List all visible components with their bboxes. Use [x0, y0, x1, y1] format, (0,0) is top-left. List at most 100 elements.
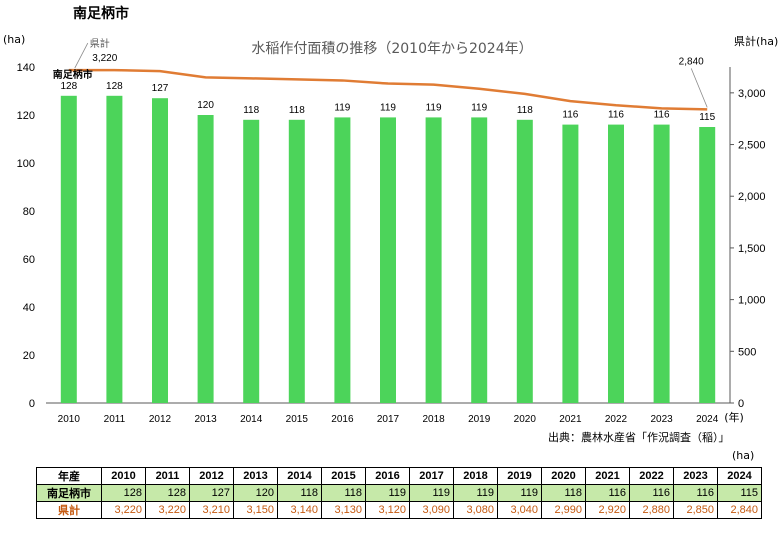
right-axis-tick-label: 0 — [738, 398, 744, 410]
x-axis-tick-label: 2017 — [377, 414, 400, 425]
table-cell: 116 — [585, 484, 630, 502]
table-cell: 119 — [497, 484, 542, 502]
bar — [380, 117, 396, 404]
table-cell: 3,150 — [233, 501, 278, 519]
left-axis-tick-label: 120 — [17, 110, 35, 122]
page-title: 南足柄市 — [73, 6, 129, 22]
table-year-header: 2013 — [233, 467, 278, 485]
right-axis-tick-label: 2,000 — [738, 191, 766, 203]
bar — [106, 95, 123, 404]
table-header-label: 年産 — [36, 467, 102, 485]
table-cell: 119 — [453, 484, 498, 502]
table-cell: 2,850 — [673, 501, 718, 519]
x-axis-tick-label: 2020 — [514, 414, 537, 425]
table-cell: 3,220 — [101, 501, 146, 519]
table-cell: 116 — [673, 484, 718, 502]
bar — [425, 117, 442, 404]
line-series — [68, 68, 708, 111]
chart-bars — [60, 95, 716, 404]
table-year-header: 2016 — [365, 467, 410, 485]
right-axis-tick-label: 1,500 — [738, 243, 766, 255]
table-row-prefecture: 県計 3,220 3,220 3,210 3,150 3,140 3,130 3,120 3,… — [36, 501, 762, 519]
right-axis-tick-label: 2,500 — [738, 140, 766, 152]
left-axis-tick-label: 20 — [23, 350, 35, 362]
leader-line — [74, 42, 89, 69]
bar-data-label: 116 — [562, 110, 578, 121]
table-unit: (ha) — [732, 449, 755, 462]
table-cell: 127 — [189, 484, 234, 502]
bar-data-label: 118 — [517, 105, 533, 116]
table-cell: 118 — [321, 484, 366, 502]
line-data-label: 3,220 — [92, 53, 117, 64]
left-axis-tick-label: 100 — [17, 158, 35, 170]
table-cell: 128 — [145, 484, 190, 502]
right-axis-unit: 県計(ha) — [734, 35, 779, 48]
bar-data-label: 119 — [471, 102, 487, 113]
table-cell: 3,120 — [365, 501, 410, 519]
x-axis-tick-label: 2015 — [286, 414, 309, 425]
table-year-header: 2010 — [101, 467, 146, 485]
table-cell: 2,990 — [541, 501, 586, 519]
bar — [699, 127, 716, 403]
table-cell: 128 — [101, 484, 146, 502]
bar-data-label: 118 — [243, 105, 259, 116]
x-axis-tick-label: 2019 — [468, 414, 491, 425]
x-axis-tick-label: 2024 — [696, 414, 719, 425]
leader-line — [690, 68, 708, 108]
bar-data-label: 120 — [197, 100, 214, 111]
table-cell: 3,090 — [409, 501, 454, 519]
table-cell: 3,220 — [145, 501, 190, 519]
table-cell: 3,040 — [497, 501, 542, 519]
table-cell: 119 — [365, 484, 410, 502]
table-cell: 3,080 — [453, 501, 498, 519]
table-year-header: 2024 — [717, 467, 762, 485]
bar-data-label: 119 — [380, 102, 396, 113]
left-axis-unit: (ha) — [3, 33, 26, 46]
left-axis-tick-label: 60 — [23, 254, 35, 266]
bar-data-label: 128 — [60, 81, 77, 92]
left-axis-tick-label: 40 — [23, 302, 35, 314]
table-cell: 3,140 — [277, 501, 322, 519]
x-axis-tick-label: 2014 — [240, 414, 263, 425]
data-table: 年産 2010 2011 2012 2013 2014 2015 2016 2017 2018 2… — [36, 467, 762, 519]
x-axis-tick-label: 2012 — [149, 414, 172, 425]
x-axis-tick-label: 2010 — [58, 414, 81, 425]
table-year-header: 2021 — [585, 467, 630, 485]
table-header-row: 年産 2010 2011 2012 2013 2014 2015 2016 2017 2018 2… — [36, 467, 762, 485]
table-cell: 118 — [541, 484, 586, 502]
table-cell: 115 — [717, 484, 762, 502]
chart: 0 20 40 60 80 100 120 140 0 500 1,000 1,500 2,000 2,5… — [17, 37, 766, 425]
x-axis-tick-label: 2016 — [331, 414, 354, 425]
table-cell: 118 — [277, 484, 322, 502]
bar — [653, 124, 670, 403]
table-row-label: 南足柄市 — [36, 484, 102, 502]
bar-data-label: 128 — [106, 81, 123, 92]
x-axis-tick-label: 2021 — [559, 414, 582, 425]
x-axis-tick-label: 2022 — [605, 414, 628, 425]
x-axis-tick-label: 2013 — [194, 414, 217, 425]
bar-data-label: 116 — [654, 110, 670, 121]
left-axis-tick-label: 0 — [29, 398, 35, 410]
right-axis-tick-label: 1,000 — [738, 295, 766, 307]
right-axis-tick-label: 3,000 — [738, 88, 766, 100]
bar-data-label: 115 — [699, 112, 715, 123]
table-year-header: 2018 — [453, 467, 498, 485]
table-cell: 3,130 — [321, 501, 366, 519]
x-axis-tick-label: 2023 — [650, 414, 673, 425]
table-year-header: 2023 — [673, 467, 718, 485]
bar — [608, 124, 624, 403]
bar-data-label: 127 — [152, 83, 169, 94]
bar-data-label: 119 — [426, 102, 442, 113]
bar-data-label: 118 — [289, 105, 305, 116]
right-axis-tick-label: 500 — [738, 346, 756, 358]
table-year-header: 2022 — [629, 467, 674, 485]
bar — [152, 98, 168, 403]
bar — [288, 119, 305, 404]
table-row-city: 南足柄市 128 128 127 120 118 118 119 119 119 119 118 11… — [36, 484, 762, 502]
chart-line — [68, 68, 708, 111]
bar-data-label: 119 — [334, 102, 350, 113]
series-label-city: 南足柄市 — [53, 68, 93, 81]
table-year-header: 2011 — [145, 467, 190, 485]
table-cell: 2,880 — [629, 501, 674, 519]
left-axis-tick-label: 80 — [23, 206, 35, 218]
